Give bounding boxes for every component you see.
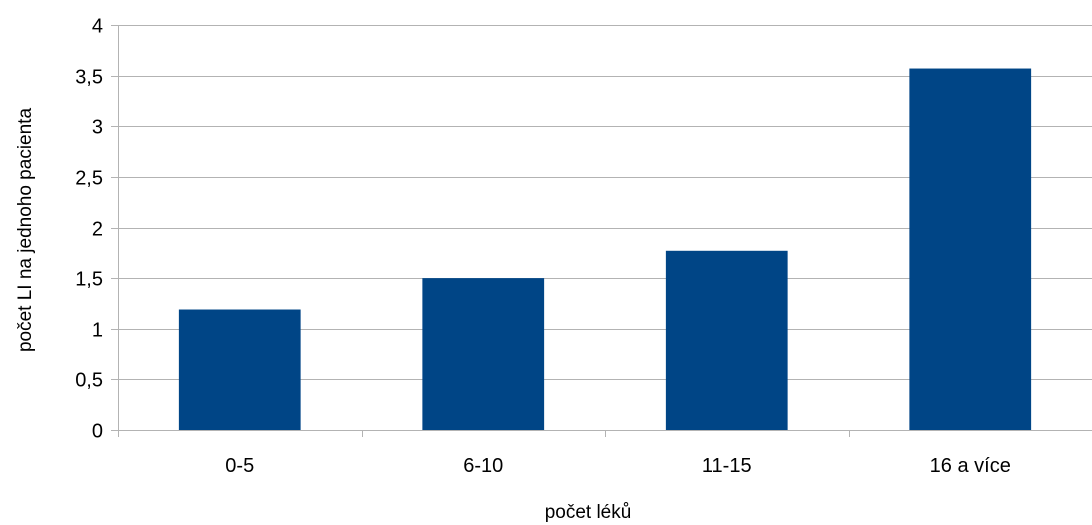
y-tick-label: 4 xyxy=(92,16,103,38)
y-tick-label: 1 xyxy=(92,320,103,342)
x-tick-label: 16 a více xyxy=(930,455,1011,477)
bar-11-15 xyxy=(665,250,788,430)
x-tick-labels: 0-5 6-10 11-15 16 a více xyxy=(225,455,1011,477)
bar-0-5 xyxy=(178,309,301,430)
y-tick-label: 1,5 xyxy=(75,269,103,291)
y-tick-label: 0 xyxy=(92,421,103,443)
x-tick-label: 11-15 xyxy=(702,455,752,477)
y-tick-label: 2 xyxy=(92,219,103,241)
bar-6-10 xyxy=(422,278,545,430)
y-tick-label: 2,5 xyxy=(75,168,103,190)
y-tick-labels: 0 0,5 1 1,5 2 2,5 3 3,5 4 xyxy=(75,16,103,443)
y-tick-label: 3 xyxy=(92,117,103,139)
y-axis-title: počet LI na jednoho pacienta xyxy=(15,108,36,352)
y-tick-label: 0,5 xyxy=(75,370,103,392)
bars xyxy=(178,68,1032,430)
axes xyxy=(111,25,1092,437)
y-tick-label: 3,5 xyxy=(75,67,103,89)
bar-16-a-více xyxy=(909,68,1032,430)
x-tick-label: 0-5 xyxy=(225,455,254,477)
x-axis-title: počet léků xyxy=(545,502,632,523)
x-tick-label: 6-10 xyxy=(463,455,503,477)
